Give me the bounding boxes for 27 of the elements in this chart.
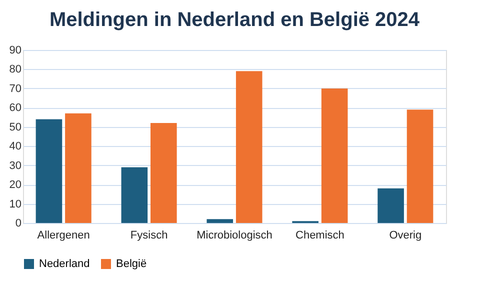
bar xyxy=(378,188,404,223)
y-tick-label: 90 xyxy=(9,44,22,56)
bar xyxy=(236,71,262,223)
x-tick-label: Fysisch xyxy=(130,230,168,242)
legend-label: Nederland xyxy=(39,258,90,270)
y-tick-label: 60 xyxy=(9,102,22,114)
bar xyxy=(406,110,434,223)
y-tick-label: 10 xyxy=(9,198,22,210)
y-tick-label: 80 xyxy=(9,64,22,76)
y-tick-label: 30 xyxy=(9,160,22,172)
x-tick-label: Microbiologisch xyxy=(196,230,272,242)
y-tick-label: 50 xyxy=(9,121,22,134)
x-tick-label: Chemisch xyxy=(296,230,344,242)
y-tick-label: 70 xyxy=(9,82,22,95)
bar xyxy=(36,119,62,223)
chart-title: Meldingen in Nederland en België 2024 xyxy=(49,9,420,31)
bar xyxy=(121,167,148,223)
y-tick-label: 0 xyxy=(15,218,22,230)
y-tick-label: 40 xyxy=(9,140,22,153)
x-tick-label: Allergenen xyxy=(37,230,90,242)
legend-label: België xyxy=(116,258,147,270)
x-tick-label: Overig xyxy=(389,230,422,242)
bar xyxy=(65,113,92,223)
bar xyxy=(150,123,177,223)
bar xyxy=(206,219,234,223)
bar xyxy=(321,88,348,223)
y-tick-label: 20 xyxy=(9,179,22,192)
